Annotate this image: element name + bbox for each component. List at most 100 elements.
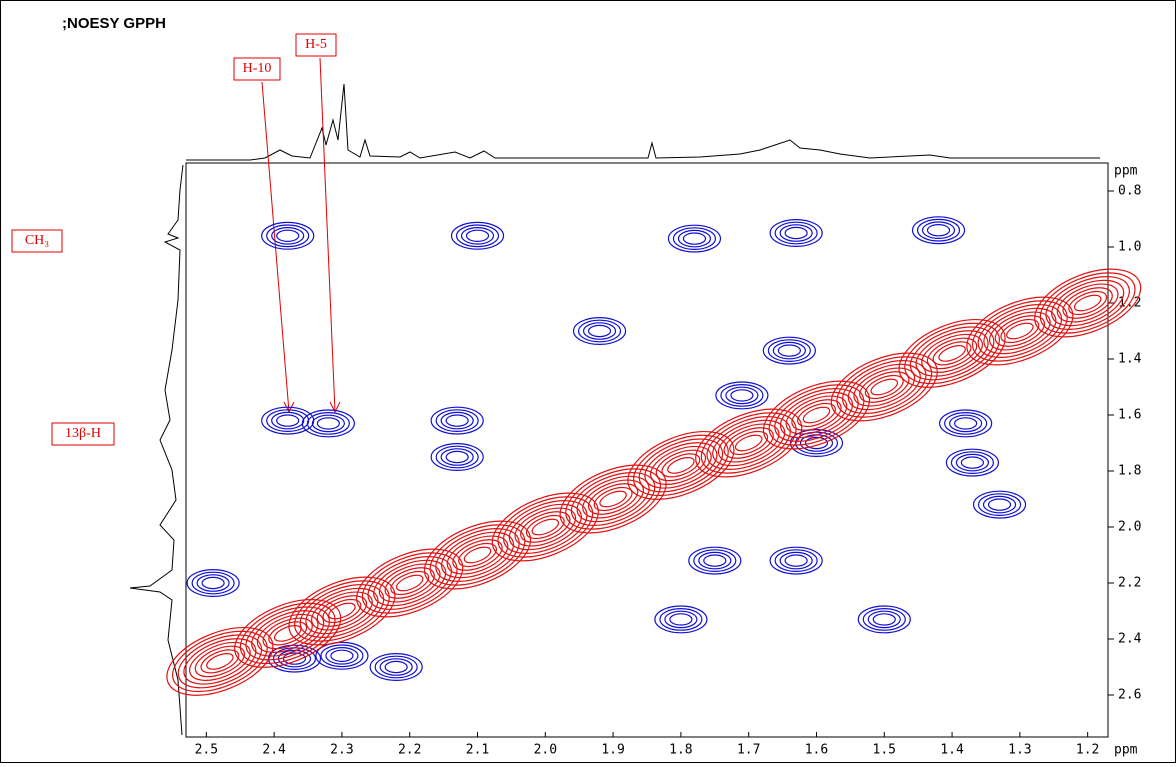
peak <box>1034 268 1142 338</box>
contour-ring <box>664 610 698 629</box>
contour-ring <box>898 318 1006 388</box>
contour-ring <box>374 655 418 679</box>
y-tick-label: 1.6 <box>1118 408 1141 423</box>
contour-ring <box>200 649 240 674</box>
contour-ring <box>373 559 447 607</box>
annotation: H-5 <box>305 37 327 52</box>
contour-ring <box>315 641 369 670</box>
contour-ring <box>445 414 469 427</box>
contour-ring <box>949 414 983 433</box>
contour-ring <box>932 341 972 366</box>
contour-ring <box>322 598 362 624</box>
contour-ring <box>234 598 342 668</box>
x-tick-label: 2.4 <box>262 743 286 758</box>
contour-ring <box>497 496 594 558</box>
contour-ring <box>638 438 724 493</box>
contour-ring <box>582 479 644 519</box>
x-axis-label: ppm <box>1114 743 1138 758</box>
contour-ring <box>926 337 978 370</box>
contour-ring <box>1045 276 1130 330</box>
contour-ring <box>276 229 300 243</box>
contour-ring <box>525 514 565 540</box>
peak <box>301 409 355 438</box>
contour-ring <box>698 551 732 570</box>
contour-ring <box>983 307 1057 355</box>
x-tick-label: 1.8 <box>669 743 692 758</box>
annotation: H-10 <box>243 61 272 76</box>
peak <box>939 409 993 438</box>
contour-ring <box>774 549 818 572</box>
peak <box>315 641 369 670</box>
annotation: 13β-H <box>65 426 101 441</box>
peak <box>166 626 274 696</box>
contour-ring <box>654 605 708 634</box>
peak <box>288 576 396 646</box>
contour-ring <box>452 539 503 571</box>
contour-ring <box>320 644 364 668</box>
x-tick-label: 1.5 <box>873 743 896 758</box>
y-tick-label: 2.6 <box>1118 688 1141 703</box>
contour-ring <box>435 409 479 433</box>
peak <box>966 296 1074 366</box>
contour-ring <box>921 333 983 373</box>
contour-ring <box>294 580 390 642</box>
peak <box>654 605 708 634</box>
contour-ring <box>926 223 951 237</box>
peak <box>830 352 938 422</box>
contour-ring <box>669 613 693 626</box>
peak <box>450 221 505 250</box>
contour-ring <box>301 409 355 438</box>
contour-ring <box>715 381 769 410</box>
contour-ring <box>774 221 818 245</box>
contour-ring <box>830 352 938 422</box>
contour-ring <box>325 646 359 665</box>
contour-ring <box>305 587 379 635</box>
contour-ring <box>784 226 808 240</box>
contour-ring <box>256 613 319 653</box>
y-tick-label: 1.8 <box>1118 464 1141 479</box>
contour-ring <box>268 621 308 646</box>
contour-ring <box>954 417 978 430</box>
contour-ring <box>627 430 735 500</box>
contour-ring <box>944 411 988 435</box>
contour-ring <box>767 339 811 363</box>
contour-ring <box>361 552 458 614</box>
contour-ring <box>423 520 532 590</box>
contour-ring <box>251 610 325 657</box>
peak <box>769 219 823 247</box>
contour-ring <box>862 608 906 631</box>
contour-ring <box>565 468 662 530</box>
x-tick-label: 1.7 <box>737 743 760 758</box>
contour-ring <box>703 554 727 567</box>
contour-ring <box>369 653 423 681</box>
contour-ring <box>503 500 588 554</box>
contour-ring <box>367 556 452 610</box>
contour-ring <box>769 546 823 575</box>
contour-ring <box>847 363 921 411</box>
left-projection <box>129 164 184 736</box>
contour-ring <box>802 406 831 424</box>
contour-ring <box>458 542 497 568</box>
contour-ring <box>306 411 350 435</box>
contour-ring <box>450 221 505 250</box>
contour-ring <box>330 649 354 662</box>
contour-ring <box>316 417 340 430</box>
contour-ring <box>677 229 712 248</box>
contour-ring <box>921 221 956 239</box>
contour-ring <box>977 304 1063 358</box>
contour-ring <box>440 448 474 466</box>
contour-ring <box>196 574 230 592</box>
contour-ring <box>667 457 695 474</box>
contour-ring <box>1056 283 1119 323</box>
contour-ring <box>938 345 966 362</box>
contour-ring <box>955 453 990 472</box>
contour-ring <box>183 638 257 685</box>
contour-ring <box>1062 287 1113 319</box>
contour-ring <box>311 591 373 631</box>
x-tick-label: 1.9 <box>601 743 624 758</box>
contour-ring <box>316 595 368 627</box>
x-tick-label: 1.4 <box>940 743 964 758</box>
contour-ring <box>593 486 633 512</box>
contour-ring <box>911 216 966 245</box>
contour-ring <box>659 608 703 631</box>
